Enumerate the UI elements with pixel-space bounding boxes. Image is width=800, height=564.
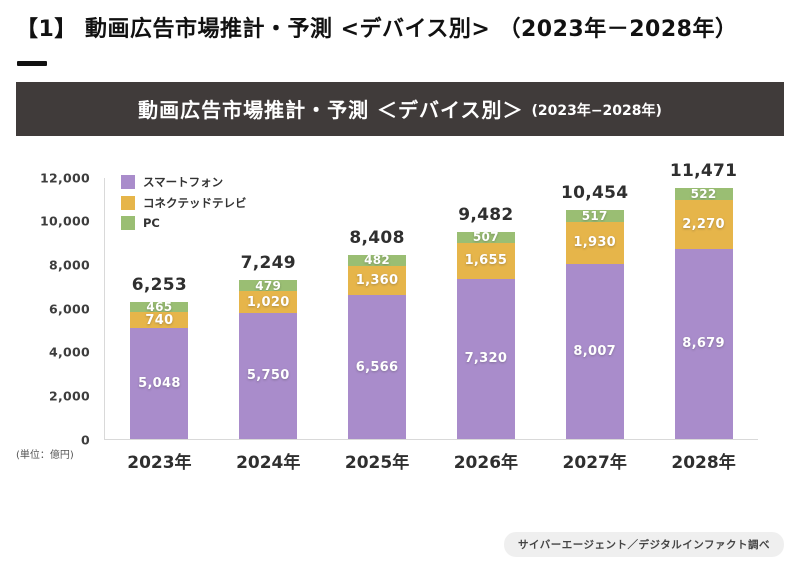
chart-banner-subtitle: (2023年−2028年) <box>531 103 662 120</box>
bar-stack: 465 740 5,048 <box>130 300 189 439</box>
legend-label: スマートフォン <box>143 174 224 189</box>
bar-segment-smartphone: 6,566 <box>348 295 407 439</box>
bar-segment-connected_tv: 2,270 <box>674 199 733 250</box>
y-tick-label: 2,000 <box>48 388 90 404</box>
bar-segment-pc: 507 <box>456 230 515 244</box>
legend-swatch-smartphone <box>121 174 135 189</box>
bar-stack: 507 1,655 7,320 <box>456 230 515 439</box>
x-axis-label: 2028年 <box>671 452 736 473</box>
chart-legend: スマートフォンコネクテッドテレビ PC <box>121 174 247 230</box>
bar-column: 10,454 2027年 517 1,930 8,007 <box>540 178 649 472</box>
bar-column: 11,471 2028年 522 2,270 8,679 <box>649 161 758 472</box>
bar-segment-connected_tv: 1,360 <box>348 265 407 296</box>
bar-column: 9,482 2026年 507 1,655 7,320 <box>431 178 540 473</box>
bar-stack: 482 1,360 6,566 <box>348 253 407 439</box>
bar-segment-connected_tv: 1,020 <box>239 290 298 314</box>
bar-segment-pc: 465 <box>130 300 189 314</box>
y-tick-label: 4,000 <box>48 344 90 360</box>
y-tick-label: 0 <box>81 432 90 448</box>
bar-segment-pc: 522 <box>674 187 733 201</box>
bar-segment-pc: 479 <box>239 279 298 293</box>
bar-total-label: 11,471 <box>669 161 738 182</box>
y-tick-label: 12,000 <box>39 170 90 186</box>
bar-total-label: 10,454 <box>561 183 629 204</box>
bar-column: 6,253 2023年 465 740 5,048 <box>105 178 214 473</box>
bar-segment-smartphone: 5,750 <box>239 313 298 439</box>
bar-stack: 517 1,930 8,007 <box>565 209 624 439</box>
chart-banner-title: 動画広告市場推計・予測 ＜デバイス別＞ <box>138 98 524 123</box>
bar-segment-connected_tv: 740 <box>130 312 189 329</box>
x-axis-label: 2024年 <box>236 452 301 473</box>
source-credit: サイバーエージェント／デジタルインファクト調べ <box>503 532 784 557</box>
x-axis-label: 2025年 <box>344 452 410 473</box>
bar-total-label: 6,253 <box>131 275 188 296</box>
bar-segment-smartphone: 5,048 <box>130 328 189 439</box>
legend-swatch-pc <box>121 215 135 230</box>
bar-segment-connected_tv: 1,655 <box>456 242 515 279</box>
y-tick-label: 8,000 <box>48 257 90 273</box>
unit-label: (単位：億円) <box>16 449 74 461</box>
x-axis-label: 2027年 <box>562 452 627 473</box>
legend-item: コネクテッドテレビ <box>121 195 247 211</box>
bar-segment-connected_tv: 1,930 <box>565 221 624 264</box>
plot-area: スマートフォンコネクテッドテレビ PC 6,253 2023年 465 740 5,048… <box>104 161 758 473</box>
bar-segment-smartphone: 8,007 <box>565 263 624 439</box>
page-title: 【1】 動画広告市場推計・予測 <デバイス別> （2023年－2028年） <box>16 17 738 42</box>
x-axis-label: 2026年 <box>453 452 519 473</box>
y-tick-label: 10,000 <box>39 213 90 229</box>
bar-segment-pc: 482 <box>348 253 407 267</box>
legend-swatch-connected_tv <box>121 195 135 210</box>
heading-underline-dash <box>17 60 47 66</box>
legend-item: スマートフォン <box>121 174 247 190</box>
bar-total-label: 8,408 <box>349 228 405 249</box>
bar-total-label: 9,482 <box>458 204 514 225</box>
bar-stack: 522 2,270 8,679 <box>674 187 733 439</box>
bar-segment-smartphone: 8,679 <box>674 249 733 439</box>
legend-label: コネクテッドテレビ <box>143 195 247 210</box>
legend-item: PC <box>121 215 247 230</box>
bar-total-label: 7,249 <box>240 253 296 274</box>
x-axis-label: 2023年 <box>127 452 192 473</box>
bar-stack: 479 1,020 5,750 <box>239 279 298 439</box>
chart-banner: 動画広告市場推計・予測 ＜デバイス別＞ (2023年−2028年) <box>16 81 784 136</box>
bars-container: 6,253 2023年 465 740 5,048 7,249 2024年 479 1,020 5… <box>105 161 758 473</box>
stacked-bar-chart: 0 2,000 4,000 6,000 8,000 10,000 12,000 スマートフォ… <box>16 161 784 502</box>
bar-column: 7,249 2024年 479 1,020 5,750 <box>214 178 323 472</box>
bar-segment-pc: 517 <box>565 209 624 223</box>
y-axis: 0 2,000 4,000 6,000 8,000 10,000 12,000 <box>16 170 90 447</box>
bar-segment-smartphone: 7,320 <box>456 278 515 439</box>
legend-label: PC <box>143 215 160 230</box>
bar-column: 8,408 2025年 482 1,360 6,566 <box>323 178 432 473</box>
y-tick-label: 6,000 <box>48 301 90 317</box>
